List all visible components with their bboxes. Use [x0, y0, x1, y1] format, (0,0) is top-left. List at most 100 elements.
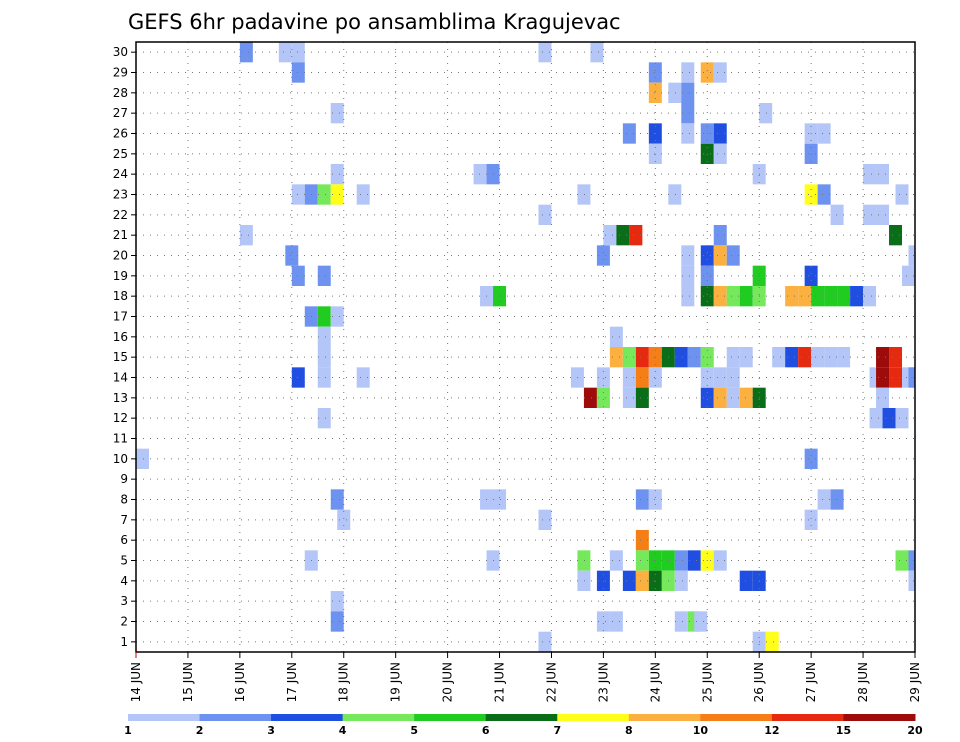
y-tick-label: 11	[113, 432, 128, 446]
y-tick-label: 24	[113, 167, 128, 181]
y-tick-label: 15	[113, 350, 128, 364]
precip-cell	[700, 265, 714, 286]
legend-label: 10	[693, 724, 709, 737]
y-tick-label: 19	[113, 269, 128, 283]
precip-cell	[726, 245, 740, 266]
precip-cell	[811, 286, 825, 307]
cells-layer	[136, 42, 915, 652]
precip-cell	[674, 570, 688, 591]
precip-cell	[785, 286, 799, 307]
precip-cell	[538, 509, 552, 530]
precip-cell	[538, 631, 552, 652]
precip-cell	[817, 489, 831, 510]
precip-cell	[648, 62, 662, 83]
precip-cell	[713, 367, 727, 388]
precip-cell	[804, 509, 818, 530]
x-tick-label: 18 JUN	[337, 662, 351, 702]
legend-label: 1	[124, 724, 132, 737]
precip-cell	[616, 225, 630, 246]
y-tick-label: 12	[113, 411, 128, 425]
precip-cell	[603, 225, 617, 246]
precip-cell	[538, 204, 552, 225]
precip-cell	[681, 62, 695, 83]
precip-cell	[908, 550, 915, 571]
precip-cell	[889, 347, 903, 368]
y-tick-label: 20	[113, 249, 128, 263]
precip-cell	[317, 265, 331, 286]
precip-cell	[622, 123, 636, 144]
precip-cell	[583, 387, 597, 408]
precip-cell	[291, 42, 305, 63]
y-axis: 1234567891011121314151617181920212223242…	[113, 45, 136, 649]
precip-cell	[759, 103, 773, 124]
precip-cell	[577, 184, 591, 205]
precip-cell	[635, 570, 649, 591]
precip-cell	[895, 408, 909, 429]
precip-cell	[713, 286, 727, 307]
x-tick-label: 26 JUN	[752, 662, 766, 702]
chart-title: GEFS 6hr padavine po ansamblima Kragujev…	[128, 10, 621, 34]
precip-cell	[681, 265, 695, 286]
precip-cell	[278, 42, 292, 63]
precip-cell	[493, 286, 507, 307]
legend-swatch	[557, 714, 630, 721]
precip-cell	[687, 347, 701, 368]
legend-swatch	[199, 714, 272, 721]
precip-cell	[824, 347, 838, 368]
precip-cell	[739, 570, 753, 591]
precip-cell	[577, 570, 591, 591]
precip-cell	[804, 448, 818, 469]
precip-cell	[577, 550, 591, 571]
x-tick-label: 24 JUN	[648, 662, 662, 702]
precip-cell	[622, 570, 636, 591]
y-tick-label: 4	[120, 574, 128, 588]
precip-cell	[908, 245, 915, 266]
precip-cell	[629, 225, 643, 246]
precip-cell	[895, 184, 909, 205]
precip-cell	[726, 286, 740, 307]
precip-cell	[889, 225, 903, 246]
precip-cell	[330, 611, 344, 632]
precip-cell	[804, 265, 818, 286]
x-tick-label: 23 JUN	[596, 662, 610, 702]
legend-label: 12	[764, 724, 779, 737]
x-tick-label: 25 JUN	[700, 662, 714, 702]
x-tick-label: 20 JUN	[441, 662, 455, 702]
precip-cell	[291, 265, 305, 286]
precip-cell	[674, 347, 688, 368]
x-tick-label: 16 JUN	[233, 662, 247, 702]
y-tick-label: 23	[113, 188, 128, 202]
legend-swatch	[771, 714, 844, 721]
precip-cell	[239, 42, 253, 63]
precip-cell	[700, 245, 714, 266]
legend-swatch	[700, 714, 773, 721]
precip-cell	[700, 286, 714, 307]
y-tick-label: 26	[113, 127, 128, 141]
y-tick-label: 17	[113, 310, 128, 324]
precip-cell	[772, 347, 786, 368]
precip-cell	[674, 611, 688, 632]
precip-cell	[330, 184, 344, 205]
precip-cell	[830, 204, 844, 225]
precip-cell	[908, 570, 915, 591]
precip-cell	[590, 42, 604, 63]
precip-cell	[596, 245, 610, 266]
precip-cell	[239, 225, 253, 246]
precip-cell	[681, 245, 695, 266]
legend-swatch	[843, 714, 916, 721]
precip-cell	[609, 611, 623, 632]
precip-cell	[817, 123, 831, 144]
precip-cell	[798, 286, 812, 307]
precip-cell	[356, 184, 370, 205]
precip-cell	[804, 184, 818, 205]
precip-cell	[635, 367, 649, 388]
precip-cell	[317, 184, 331, 205]
precip-cell	[902, 265, 915, 286]
y-tick-label: 8	[120, 493, 128, 507]
precip-cell	[330, 489, 344, 510]
precip-cell	[876, 164, 890, 185]
precip-cell	[681, 286, 695, 307]
precip-cell	[739, 387, 753, 408]
precip-cell	[863, 204, 877, 225]
precip-cell	[798, 347, 812, 368]
